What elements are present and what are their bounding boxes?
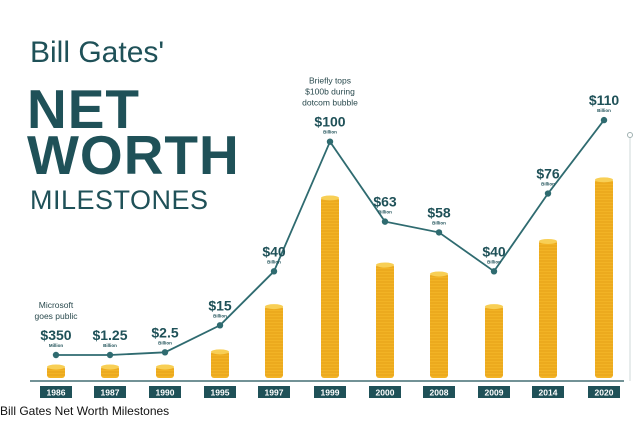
- year-label-2014: 2014: [539, 388, 558, 398]
- unit-label-2020: Billion: [597, 108, 611, 113]
- value-label-2020: $110: [589, 92, 620, 108]
- point-1999: [326, 138, 334, 145]
- value-label-1997: $40: [262, 243, 286, 259]
- point-1995: [216, 322, 224, 329]
- value-label-1987: $1.25: [92, 327, 127, 343]
- year-label-2020: 2020: [595, 388, 614, 398]
- year-label-2000: 2000: [376, 388, 395, 398]
- coin-stack-2009: [485, 304, 503, 378]
- coin-stack-2014: [539, 238, 557, 378]
- year-tick-2009: 2009: [478, 386, 510, 398]
- unit-label-2008: Billion: [432, 220, 446, 225]
- year-tick-1999: 1999: [314, 386, 346, 398]
- year-tick-1997: 1997: [258, 386, 290, 398]
- infographic: Bill Gates' NET WORTH MILESTONES $350 Mil…: [27, 36, 633, 398]
- coin-stack-2020: [595, 177, 613, 378]
- image-caption: Bill Gates Net Worth Milestones: [0, 404, 170, 418]
- unit-label-1997: Billion: [267, 259, 281, 264]
- x-axis: [30, 132, 633, 382]
- net-worth-line: [52, 116, 608, 359]
- value-label-1986: $350: [40, 327, 71, 343]
- coin-stack-1987: [101, 364, 119, 378]
- year-label-1990: 1990: [156, 388, 175, 398]
- year-label-1986: 1986: [47, 388, 66, 398]
- point-2020: [600, 116, 608, 124]
- annotation-1999-line-2: dotcom bubble: [302, 98, 358, 108]
- net-worth-chart: $350Million$1.25Billion$2.5Billion$15Bil…: [30, 76, 633, 398]
- unit-label-2014: Billion: [541, 182, 555, 187]
- year-tick-2014: 2014: [532, 386, 564, 398]
- coin-stacks: [47, 177, 613, 378]
- point-2009: [490, 268, 498, 275]
- point-1986: [52, 351, 60, 359]
- point-1987: [106, 351, 114, 359]
- year-tick-1990: 1990: [149, 386, 181, 398]
- title-net: NET: [27, 78, 140, 140]
- annotation-1986-line-0: Microsoft: [39, 300, 74, 310]
- value-label-1995: $15: [208, 297, 232, 313]
- unit-label-1987: Billion: [103, 343, 117, 348]
- value-label-2000: $63: [373, 194, 397, 210]
- point-1997: [270, 268, 278, 275]
- title-milestones: MILESTONES: [30, 185, 209, 215]
- year-label-2009: 2009: [485, 388, 504, 398]
- title-owner: Bill Gates': [30, 36, 165, 69]
- unit-label-1999: Billion: [323, 130, 337, 135]
- year-tick-1995: 1995: [204, 386, 236, 398]
- year-label-2008: 2008: [430, 388, 449, 398]
- coin-stack-1997: [265, 304, 283, 378]
- point-2000: [381, 218, 389, 225]
- coin-stack-1990: [156, 364, 174, 378]
- year-label-1995: 1995: [211, 388, 230, 398]
- y-guide-end: [627, 132, 633, 138]
- value-labels: $350Million$1.25Billion$2.5Billion$15Bil…: [40, 92, 619, 348]
- unit-label-2009: Billion: [487, 259, 501, 264]
- coin-stack-2008: [430, 271, 448, 378]
- coin-stack-2000: [376, 262, 394, 378]
- annotation-1986-line-1: goes public: [34, 311, 78, 321]
- unit-label-1986: Million: [49, 343, 63, 348]
- point-2014: [544, 190, 552, 197]
- value-label-2008: $58: [427, 204, 451, 220]
- unit-label-1990: Billion: [158, 340, 172, 345]
- title-worth: WORTH: [27, 124, 240, 186]
- value-label-2009: $40: [482, 243, 506, 259]
- point-2008: [435, 229, 443, 236]
- year-label-1999: 1999: [321, 388, 340, 398]
- coin-stack-1999: [321, 195, 339, 378]
- value-label-2014: $76: [536, 166, 560, 182]
- year-tick-2000: 2000: [369, 386, 401, 398]
- annotation-1999-line-0: Briefly tops: [309, 76, 351, 86]
- year-tick-1987: 1987: [94, 386, 126, 398]
- point-1990: [161, 349, 169, 356]
- year-tick-1986: 1986: [40, 386, 72, 398]
- unit-label-1995: Billion: [213, 313, 227, 318]
- year-label-1987: 1987: [101, 388, 120, 398]
- value-label-1999: $100: [314, 114, 345, 130]
- unit-label-2000: Billion: [378, 210, 392, 215]
- coin-stack-1986: [47, 364, 65, 378]
- coin-stack-1995: [211, 349, 229, 378]
- year-tick-2008: 2008: [423, 386, 455, 398]
- year-tick-2020: 2020: [588, 386, 620, 398]
- value-label-1990: $2.5: [151, 324, 178, 340]
- year-ticks: 1986 1987 1990 1995 1997 1999 2000 2008 2009 2014…: [40, 386, 620, 398]
- year-label-1997: 1997: [265, 388, 284, 398]
- annotation-1999-line-1: $100b during: [305, 87, 355, 97]
